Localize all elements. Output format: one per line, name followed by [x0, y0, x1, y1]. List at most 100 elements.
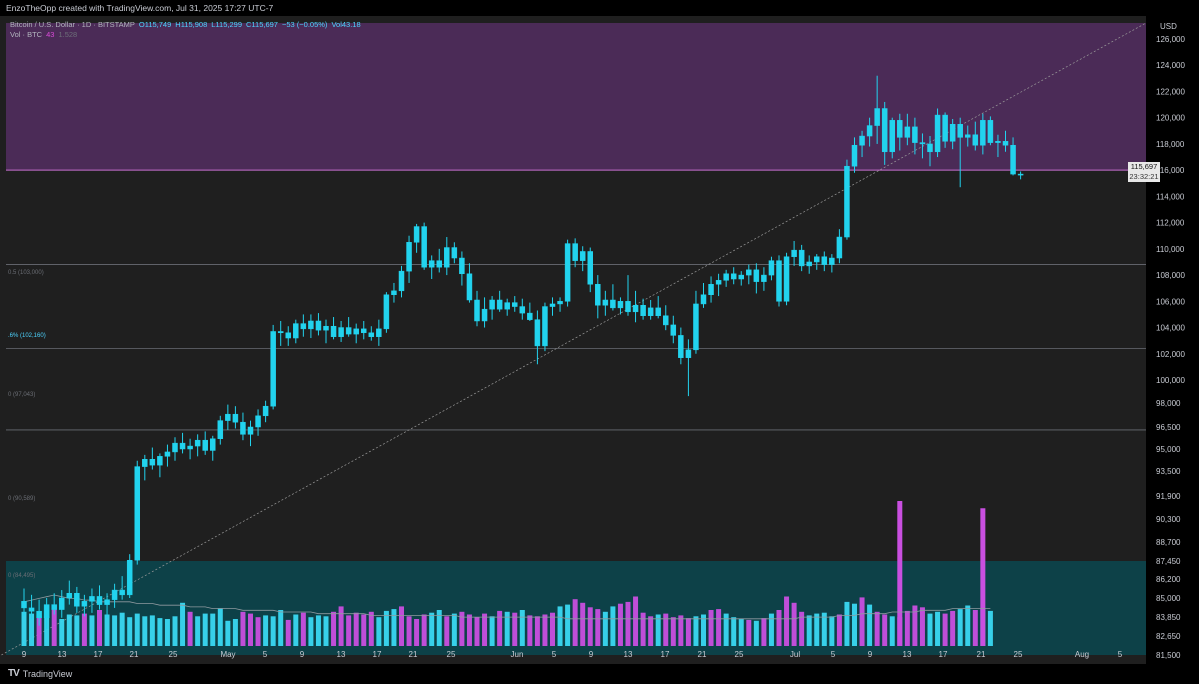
volume-bar [346, 615, 352, 646]
candle-body [338, 327, 344, 337]
volume-bar [399, 606, 404, 646]
candle-body [821, 256, 828, 265]
vol-current: 43 [46, 30, 55, 39]
volume-bar [633, 596, 639, 646]
volume-bar [376, 617, 382, 646]
candle-body [466, 273, 473, 301]
price-tick-label: 100,000 [1156, 376, 1185, 385]
price-axis-background [1146, 16, 1199, 664]
candle-body [368, 332, 375, 337]
volume-bar [655, 614, 661, 646]
candle-body [768, 260, 775, 276]
vol-label: Vol · BTC [10, 30, 43, 39]
candle-body [421, 226, 427, 268]
candle-body [542, 306, 548, 347]
candle-body [730, 273, 737, 280]
candle-body [202, 439, 208, 451]
volume-bar [497, 610, 503, 646]
candle-body [587, 251, 593, 285]
candle-body [225, 413, 231, 421]
candle-body [980, 120, 986, 146]
symbol-label: Bitcoin / U.S. Dollar · 1D · BITSTAMP [10, 20, 135, 29]
candle-body [791, 249, 797, 257]
volume-bar [784, 596, 790, 646]
fib-label-1: 0.5 (103,000) [8, 270, 44, 276]
candle-body [164, 451, 171, 457]
price-tick-label: 86,200 [1156, 575, 1181, 584]
volume-bar [829, 616, 835, 646]
volume-bar [859, 597, 865, 646]
candle-body [361, 328, 367, 334]
low-value: L115,299 [211, 20, 242, 29]
volume-bar [285, 619, 291, 646]
candle-body [74, 593, 80, 607]
candle-body [376, 328, 382, 337]
volume-bar [59, 619, 65, 646]
candle-body [700, 294, 707, 305]
candle-body [353, 328, 359, 335]
candle-body [270, 331, 276, 407]
candle-body [285, 332, 291, 339]
candle-body [753, 269, 760, 282]
volume-bar [678, 615, 684, 646]
open-value: O115,749 [138, 20, 172, 29]
fib-label-4: 0 (90,589) [8, 496, 36, 502]
candle-body [157, 456, 163, 466]
time-tick-label: 9 [868, 650, 873, 659]
candle-body [232, 413, 239, 423]
volume-bar [602, 611, 608, 646]
vol-value: Vol43.18 [331, 20, 361, 29]
price-tick-label: 88,700 [1156, 538, 1181, 547]
volume-bar [776, 610, 782, 646]
resistance-zone [6, 23, 1146, 171]
price-tick-label: 106,000 [1156, 297, 1185, 306]
candle-body [104, 599, 110, 605]
candle-body [474, 299, 480, 322]
volume-bar [97, 610, 102, 646]
volume-bar [278, 610, 284, 646]
candle-body [798, 249, 805, 267]
price-tick-label: 87,450 [1156, 557, 1181, 566]
price-tick-label: 95,000 [1156, 445, 1181, 454]
price-tick-label: 112,000 [1156, 219, 1185, 228]
legend: Bitcoin / U.S. Dollar · 1D · BITSTAMP O1… [10, 20, 361, 40]
candle-body [866, 125, 873, 137]
volume-bar [799, 611, 805, 646]
close-value: C115,697 [246, 20, 278, 29]
candle-body [119, 589, 125, 596]
time-tick-label: Jul [790, 650, 800, 659]
price-tick-label: 126,000 [1156, 35, 1185, 44]
volume-bar [806, 615, 812, 646]
time-tick-label: 17 [373, 650, 382, 659]
time-tick-label: 9 [22, 650, 27, 659]
candle-body [300, 323, 307, 330]
price-tick-label: 120,000 [1156, 114, 1185, 123]
candle-body [428, 260, 435, 268]
volume-bar [195, 616, 201, 646]
candle-body [43, 604, 50, 619]
candle-body [814, 256, 820, 263]
chart-area[interactable]: 126,000 124,000 122,000 120,000 118,000 116,0… [0, 16, 1199, 664]
candle-body [949, 124, 956, 142]
time-tick-label: 13 [58, 650, 67, 659]
volume-bar [482, 613, 488, 646]
candle-body [957, 124, 963, 138]
candle-body [172, 442, 178, 453]
candle-body [874, 108, 880, 126]
candle-body [126, 559, 133, 596]
volume-bar [617, 603, 623, 646]
volume-bar [670, 617, 676, 646]
volume-bar [361, 614, 367, 646]
volume-bar [308, 617, 314, 646]
candle-body [308, 320, 314, 330]
volume-bar [459, 611, 465, 646]
candle-body [149, 459, 156, 466]
volume-bar [814, 613, 820, 646]
vol-ma: 1.528 [58, 30, 78, 39]
price-tick-label: 118,000 [1156, 140, 1185, 149]
candle-body [708, 284, 714, 295]
volume-bar [21, 611, 27, 646]
candle-body [806, 261, 812, 267]
volume-bar [844, 601, 850, 646]
candle-body [670, 324, 677, 336]
